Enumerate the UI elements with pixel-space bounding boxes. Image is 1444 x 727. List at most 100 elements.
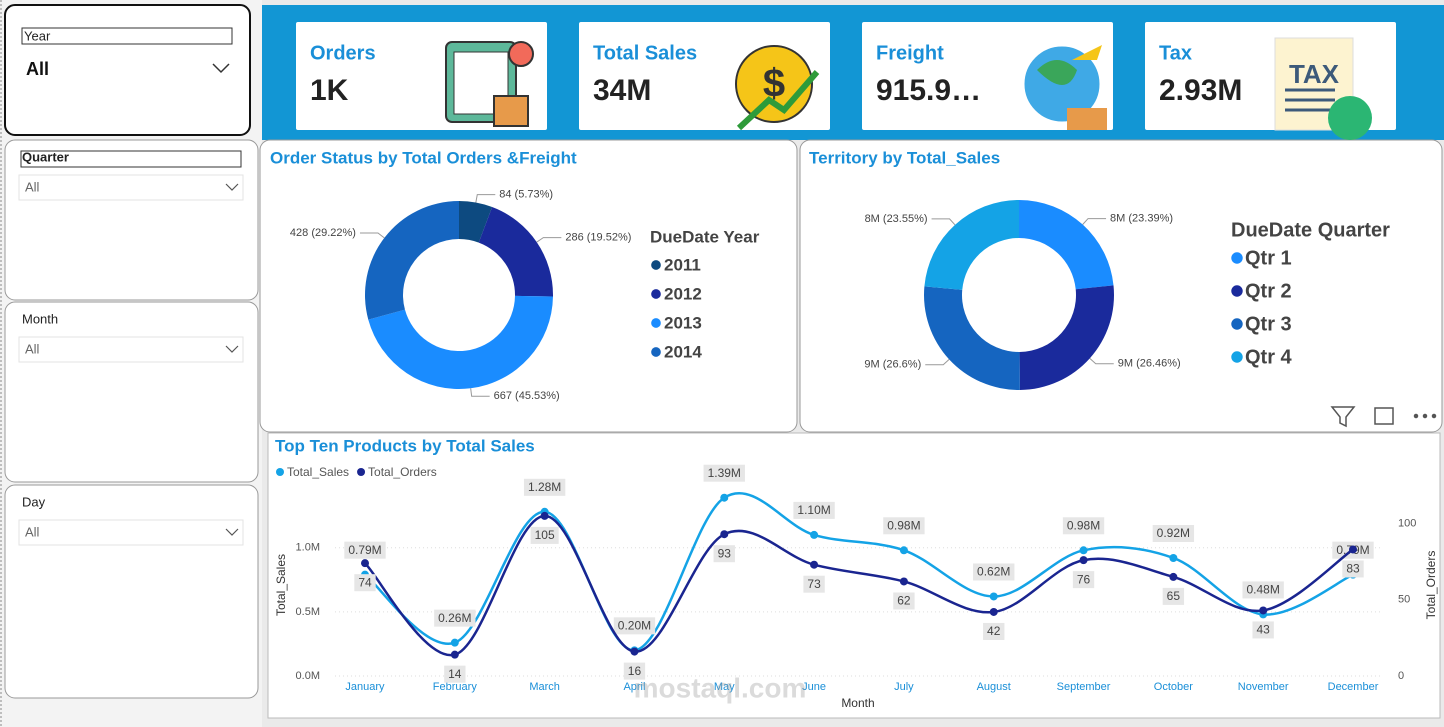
y-axis-title: Total_Sales bbox=[274, 554, 288, 616]
x-tick-label: June bbox=[802, 681, 826, 693]
data-point[interactable] bbox=[450, 650, 459, 659]
chart-card bbox=[267, 432, 1441, 719]
data-label: 0.79M bbox=[348, 543, 381, 557]
data-point[interactable] bbox=[810, 530, 819, 539]
legend-label[interactable]: Qtr 1 bbox=[1245, 247, 1292, 269]
legend-label[interactable]: Qtr 3 bbox=[1245, 313, 1292, 335]
data-point[interactable] bbox=[899, 546, 908, 555]
data-point[interactable] bbox=[540, 511, 549, 520]
data-label: 105 bbox=[535, 528, 555, 542]
data-label-bg bbox=[793, 501, 835, 519]
donut-slice[interactable] bbox=[365, 201, 459, 320]
data-point[interactable] bbox=[989, 607, 998, 616]
slicer[interactable] bbox=[4, 484, 259, 699]
x-tick-label: July bbox=[894, 681, 914, 693]
slicer[interactable] bbox=[4, 301, 259, 483]
dropdown-chevron[interactable] bbox=[212, 63, 230, 74]
data-label: 9M (26.6%) bbox=[864, 359, 921, 371]
data-label: 428 (29.22%) bbox=[290, 227, 356, 239]
data-point[interactable] bbox=[899, 577, 908, 586]
data-label-bg bbox=[1342, 560, 1364, 578]
data-label-bg bbox=[1252, 621, 1274, 639]
leader-line bbox=[931, 218, 956, 226]
donut-slice[interactable] bbox=[924, 200, 1019, 290]
legend-marker bbox=[651, 318, 661, 328]
data-point[interactable] bbox=[720, 530, 729, 539]
data-point[interactable] bbox=[720, 493, 729, 502]
x-tick-label: May bbox=[714, 681, 735, 693]
slicer-header-box bbox=[21, 27, 233, 45]
focus-icon[interactable] bbox=[1374, 407, 1394, 425]
dropdown-chevron[interactable] bbox=[225, 528, 239, 536]
legend-label[interactable]: 2012 bbox=[664, 284, 702, 303]
donut-slice[interactable] bbox=[459, 201, 493, 243]
data-label: 0.98M bbox=[887, 518, 920, 532]
data-label: 65 bbox=[1167, 589, 1181, 603]
data-label-bg bbox=[883, 517, 925, 535]
data-point[interactable] bbox=[1079, 556, 1088, 565]
legend-label[interactable]: Total_Sales bbox=[287, 465, 349, 479]
watermark: mostaql.com bbox=[634, 672, 807, 703]
data-label: 14 bbox=[448, 667, 462, 681]
donut-slice[interactable] bbox=[478, 207, 553, 297]
dropdown[interactable] bbox=[18, 336, 244, 363]
slicer-value[interactable]: All bbox=[26, 59, 49, 79]
legend-label[interactable]: 2013 bbox=[664, 313, 702, 332]
dropdown-chevron[interactable] bbox=[225, 345, 239, 353]
icon: TAX bbox=[1289, 59, 1340, 89]
data-point[interactable] bbox=[1079, 546, 1088, 555]
dropdown[interactable] bbox=[18, 519, 244, 546]
data-label-bg bbox=[973, 563, 1015, 581]
data-label-bg bbox=[444, 665, 466, 683]
data-label: 0.92M bbox=[1157, 526, 1190, 540]
legend-label[interactable]: 2011 bbox=[664, 255, 701, 274]
donut-slice[interactable] bbox=[923, 286, 1020, 390]
legend-label[interactable]: 2014 bbox=[664, 342, 702, 361]
data-point[interactable] bbox=[989, 592, 998, 601]
donut-slice[interactable] bbox=[1019, 285, 1114, 390]
slicer-header: Year bbox=[24, 28, 51, 43]
more-icon bbox=[1422, 413, 1428, 419]
dropdown[interactable] bbox=[18, 174, 244, 201]
data-point[interactable] bbox=[1349, 545, 1357, 554]
legend-label[interactable]: Qtr 4 bbox=[1245, 346, 1293, 368]
data-point[interactable] bbox=[1169, 553, 1178, 562]
x-tick-label: November bbox=[1238, 681, 1289, 693]
leader-line bbox=[925, 359, 950, 366]
legend-marker bbox=[1231, 351, 1243, 363]
visual-icons bbox=[1330, 406, 1437, 428]
dropdown-chevron[interactable] bbox=[225, 183, 239, 191]
chart-card bbox=[799, 139, 1443, 433]
data-label: 0.62M bbox=[977, 565, 1010, 579]
legend-marker bbox=[651, 260, 661, 270]
data-point[interactable] bbox=[1259, 606, 1268, 615]
donut-slice[interactable] bbox=[1019, 200, 1114, 290]
data-point[interactable] bbox=[810, 560, 819, 569]
icon bbox=[508, 41, 534, 67]
data-point[interactable] bbox=[630, 647, 639, 656]
data-label-bg bbox=[354, 574, 376, 592]
data-point[interactable] bbox=[450, 638, 459, 647]
leader-line bbox=[1089, 357, 1114, 365]
filter-icon[interactable] bbox=[1330, 406, 1356, 428]
legend-marker bbox=[1231, 252, 1243, 264]
slicer[interactable] bbox=[4, 4, 251, 136]
data-label: 83 bbox=[1346, 562, 1360, 576]
data-label: 0.48M bbox=[1247, 583, 1280, 597]
slicer-value[interactable]: All bbox=[25, 341, 40, 356]
data-label: 43 bbox=[1257, 623, 1271, 637]
slicer-value[interactable]: All bbox=[25, 179, 40, 194]
slicer-value[interactable]: All bbox=[25, 524, 40, 539]
more-icon[interactable] bbox=[1413, 413, 1419, 419]
data-point[interactable] bbox=[361, 559, 369, 568]
kpi-value: 1K bbox=[310, 74, 349, 107]
y-tick-label: 0.5M bbox=[296, 606, 320, 618]
data-label-bg bbox=[703, 464, 745, 482]
legend-label[interactable]: Total_Orders bbox=[368, 465, 437, 479]
y-tick-label: 0.0M bbox=[296, 670, 320, 682]
x-tick-label: February bbox=[433, 681, 478, 693]
legend-label[interactable]: Qtr 2 bbox=[1245, 280, 1292, 302]
data-point[interactable] bbox=[1169, 572, 1178, 581]
data-label-bg bbox=[344, 541, 386, 559]
donut-slice[interactable] bbox=[368, 295, 553, 389]
